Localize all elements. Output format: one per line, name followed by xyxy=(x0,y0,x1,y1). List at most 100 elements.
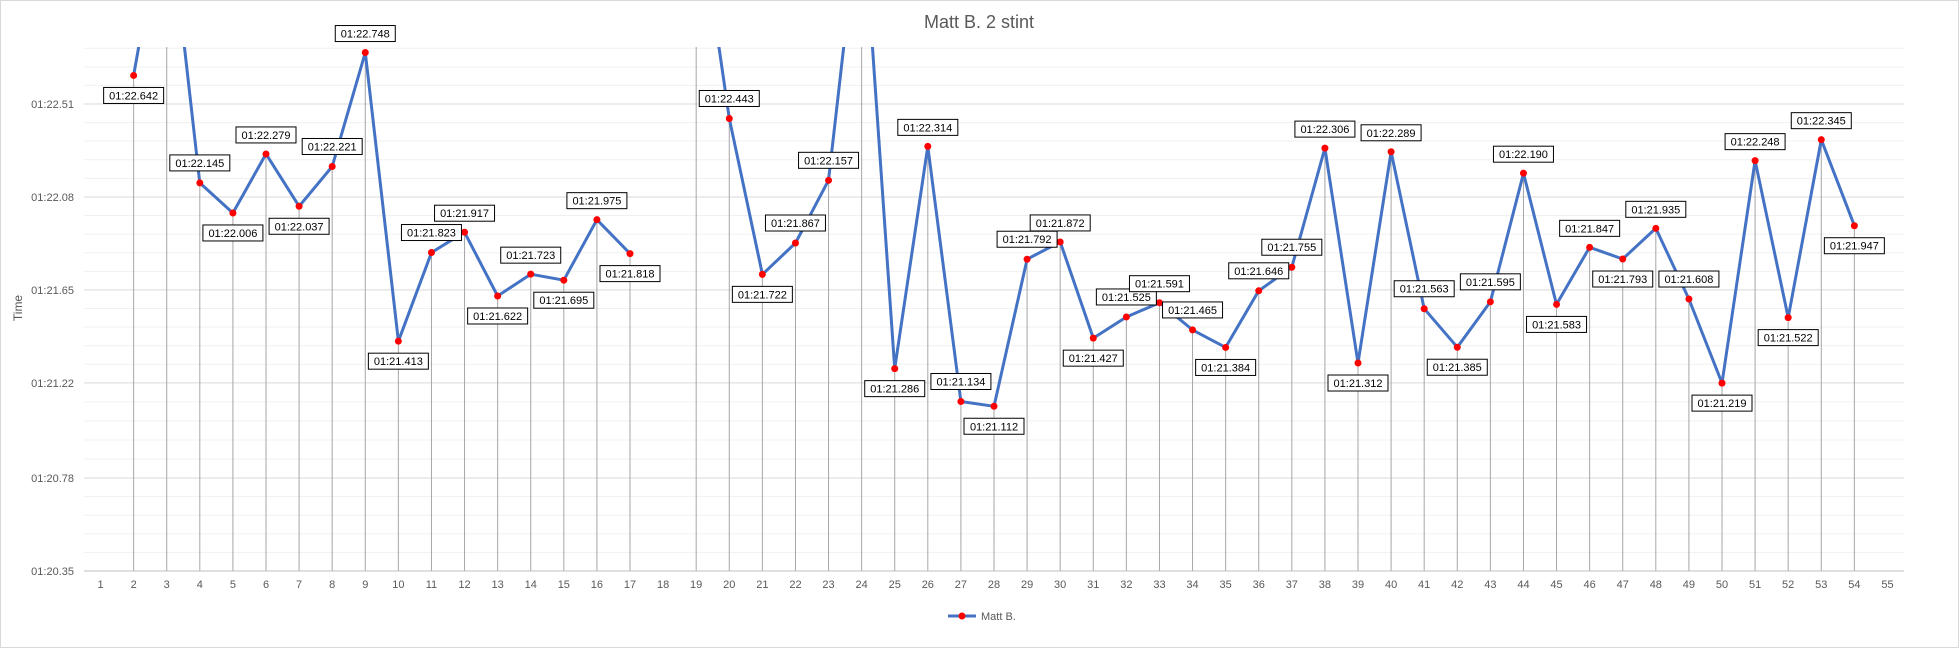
data-label-box xyxy=(1691,394,1753,412)
x-tick-label: 40 xyxy=(1385,579,1397,591)
data-point[interactable] xyxy=(361,49,369,57)
data-point[interactable] xyxy=(494,292,502,300)
data-point[interactable] xyxy=(1519,169,1527,177)
data-label-box xyxy=(996,230,1058,248)
data-label-box xyxy=(1625,200,1687,218)
legend[interactable]: Matt B. xyxy=(948,611,1016,623)
data-label-box xyxy=(897,118,959,136)
data-label-box xyxy=(731,285,793,303)
data-point[interactable] xyxy=(1553,300,1561,308)
data-label: 01:21.847 xyxy=(1565,223,1614,235)
data-label: 01:22.157 xyxy=(804,155,853,167)
data-point[interactable] xyxy=(626,250,634,258)
data-point[interactable] xyxy=(1718,379,1726,387)
data-label: 01:22.642 xyxy=(109,90,158,102)
data-label-box xyxy=(1592,270,1654,288)
data-point[interactable] xyxy=(1255,287,1263,295)
data-point[interactable] xyxy=(1685,295,1693,303)
x-tick-label: 11 xyxy=(426,579,437,591)
data-point[interactable] xyxy=(1486,298,1494,306)
x-tick-label: 53 xyxy=(1815,579,1827,591)
data-label-box xyxy=(1823,237,1885,255)
data-point[interactable] xyxy=(1586,243,1594,251)
data-label: 01:22.037 xyxy=(275,221,324,233)
data-point[interactable] xyxy=(1089,334,1097,342)
data-point[interactable] xyxy=(196,179,204,187)
data-label-box xyxy=(1062,349,1124,367)
data-label: 01:21.563 xyxy=(1400,284,1449,296)
data-label-box xyxy=(1393,280,1455,298)
data-label: 01:21.591 xyxy=(1135,279,1184,291)
data-point[interactable] xyxy=(1784,314,1792,322)
data-point[interactable] xyxy=(262,150,270,158)
data-point[interactable] xyxy=(1288,263,1296,271)
data-point[interactable] xyxy=(825,176,833,184)
data-point[interactable] xyxy=(130,71,138,79)
x-tick-label: 35 xyxy=(1220,579,1232,591)
x-tick-label: 2 xyxy=(131,579,137,591)
data-point[interactable] xyxy=(593,216,601,224)
data-label-box xyxy=(1162,301,1224,319)
data-label-box xyxy=(1294,120,1356,138)
data-point[interactable] xyxy=(1155,299,1163,307)
data-label: 01:21.646 xyxy=(1234,266,1283,278)
data-point[interactable] xyxy=(1122,313,1130,321)
data-point[interactable] xyxy=(1023,255,1031,263)
data-point[interactable] xyxy=(1420,305,1428,313)
data-point[interactable] xyxy=(1321,144,1329,152)
data-point[interactable] xyxy=(758,270,766,278)
data-point[interactable] xyxy=(1453,343,1461,351)
data-point[interactable] xyxy=(527,270,535,278)
data-label-box xyxy=(1426,358,1488,376)
data-label: 01:21.583 xyxy=(1532,319,1581,331)
data-point[interactable] xyxy=(924,142,932,150)
data-point[interactable] xyxy=(1354,359,1362,367)
y-tick-label: 01:22.08 xyxy=(31,192,74,204)
x-tick-label: 30 xyxy=(1054,579,1066,591)
data-point[interactable] xyxy=(427,249,435,257)
x-tick-label: 39 xyxy=(1352,579,1364,591)
data-point[interactable] xyxy=(328,162,336,170)
x-tick-label: 24 xyxy=(856,579,868,591)
data-point[interactable] xyxy=(1652,224,1660,232)
data-label-box xyxy=(1559,219,1621,237)
data-point[interactable] xyxy=(461,228,469,236)
data-point[interactable] xyxy=(1619,255,1627,263)
x-tick-label: 10 xyxy=(392,579,404,591)
data-label-box xyxy=(930,372,992,390)
data-point[interactable] xyxy=(229,209,237,217)
data-label: 01:21.867 xyxy=(771,218,820,230)
data-point[interactable] xyxy=(1222,343,1230,351)
data-point[interactable] xyxy=(1850,222,1858,230)
data-point[interactable] xyxy=(560,276,568,284)
x-tick-label: 42 xyxy=(1451,579,1463,591)
data-label: 01:21.312 xyxy=(1334,378,1383,390)
data-label-layer: 01:22.642 01:22.145 01:22.006 01:22.279 01:2… xyxy=(103,25,1885,435)
data-point[interactable] xyxy=(891,365,899,373)
x-tick-label: 34 xyxy=(1186,579,1198,591)
data-point[interactable] xyxy=(1387,148,1395,156)
x-tick-label: 43 xyxy=(1484,579,1496,591)
data-point[interactable] xyxy=(725,114,733,122)
data-label: 01:22.289 xyxy=(1367,128,1416,140)
data-point[interactable] xyxy=(957,397,965,405)
data-point[interactable] xyxy=(1817,136,1825,144)
x-tick-label: 33 xyxy=(1153,579,1165,591)
x-tick-label: 22 xyxy=(789,579,801,591)
data-point[interactable] xyxy=(295,202,303,210)
data-point[interactable] xyxy=(1056,238,1064,246)
data-label-box xyxy=(1492,145,1554,163)
data-point[interactable] xyxy=(394,337,402,345)
data-point[interactable] xyxy=(791,239,799,247)
data-point[interactable] xyxy=(990,402,998,410)
data-label-box xyxy=(1195,358,1257,376)
data-point[interactable] xyxy=(1189,326,1197,334)
data-label: 01:21.723 xyxy=(506,250,555,262)
x-tick-label: 14 xyxy=(525,579,537,591)
data-point[interactable] xyxy=(1751,157,1759,165)
x-tick-label: 18 xyxy=(657,579,669,591)
data-label: 01:22.443 xyxy=(705,93,754,105)
